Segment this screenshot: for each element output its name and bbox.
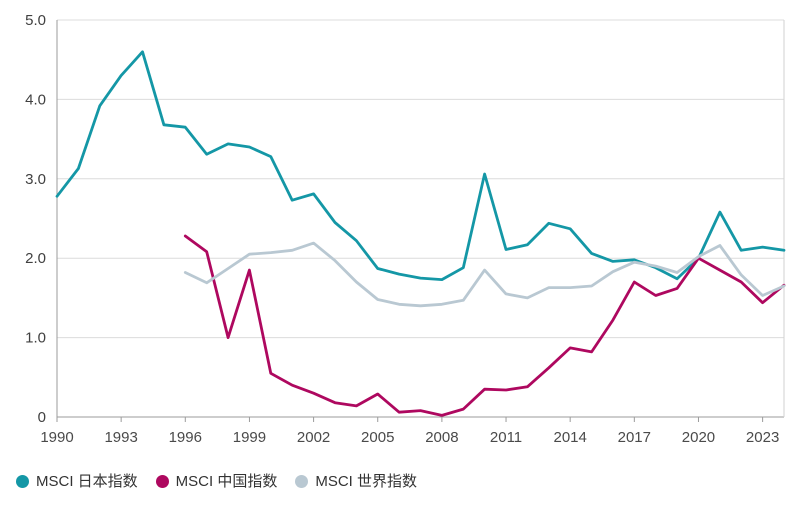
legend-label-world: MSCI 世界指数 [315, 473, 418, 490]
china-legend-dot-icon [155, 474, 169, 488]
legend-label-china: MSCI 中国指数 [175, 473, 278, 490]
y-axis-tick-label: 1.0 [25, 330, 46, 347]
x-axis-tick-label: 1990 [40, 429, 73, 446]
china-line [183, 234, 786, 417]
japan-legend-dot-icon [16, 474, 29, 488]
y-axis-tick-label: 0 [38, 409, 46, 426]
y-axis-tick-label: 2.0 [25, 250, 46, 267]
x-axis-tick-label: 1999 [233, 429, 266, 446]
x-axis-tick-label: 2020 [682, 429, 715, 446]
legend-item-japan: MSCI 日本指数 [16, 473, 138, 489]
world-legend-dot-icon [295, 474, 309, 488]
world-line [183, 241, 786, 308]
x-axis-tick-label: 2023 [746, 429, 779, 446]
x-axis-tick-label: 1996 [169, 429, 202, 446]
y-axis-tick-label: 3.0 [25, 171, 46, 188]
chart-legend: MSCI 日本指数 MSCI 中国指数 MSCI 世界指数 [16, 473, 417, 489]
y-axis-tick-label: 4.0 [25, 91, 46, 108]
x-axis-tick-label: 1993 [104, 429, 137, 446]
legend-item-world: MSCI 世界指数 [295, 473, 417, 489]
y-axis-tick-label: 5.0 [25, 12, 46, 29]
x-axis-tick-label: 2017 [618, 429, 651, 446]
japan-line [55, 50, 786, 282]
legend-item-china: MSCI 中国指数 [155, 473, 278, 490]
legend-label-japan: MSCI 日本指数 [36, 473, 138, 490]
x-axis-tick-label: 2002 [297, 429, 330, 446]
x-axis-tick-label: 2005 [361, 429, 394, 446]
x-axis-tick-label: 2011 [490, 429, 522, 446]
line-chart: 0 1.0 2.0 3.0 4.0 5.0 1990 1993 1996 1999 2002 2005… [25, 12, 786, 446]
x-axis-tick-label: 2008 [425, 429, 458, 446]
x-axis-tick-label: 2014 [553, 429, 586, 446]
